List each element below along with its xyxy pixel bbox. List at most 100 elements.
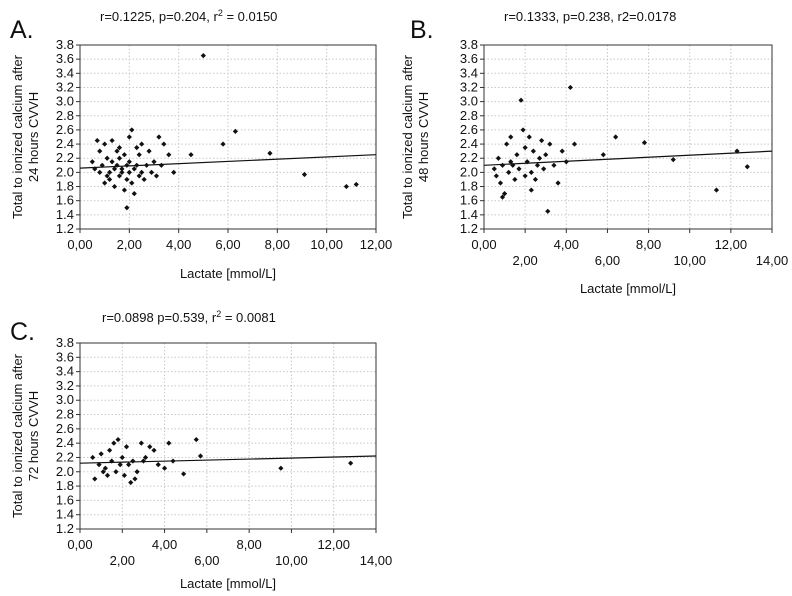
data-point [126, 159, 132, 165]
y-tick-label: 2.8 [460, 108, 478, 123]
x-tick-label: 6,00 [194, 553, 219, 568]
y-tick-label: 1.8 [460, 179, 478, 194]
data-point [126, 169, 132, 175]
y-tick-label: 1.2 [460, 221, 478, 236]
x-tick-label: 4,00 [166, 237, 191, 252]
data-point [734, 148, 740, 154]
data-point [158, 162, 164, 168]
data-point [129, 127, 135, 133]
data-point [497, 180, 504, 186]
y-tick-label: 3.8 [460, 37, 478, 52]
y-tick-label: 3.6 [56, 349, 74, 364]
x-tick-label: 2,00 [110, 553, 135, 568]
data-point [121, 187, 127, 193]
chart-panel-3: 1.21.41.61.82.02.22.42.62.83.03.23.43.63… [10, 309, 392, 591]
x-tick-label: 4,00 [554, 237, 579, 252]
data-point [119, 169, 125, 175]
data-point [161, 141, 167, 147]
data-point [126, 134, 132, 140]
y-tick-label: 3.0 [460, 94, 478, 109]
data-point [114, 148, 120, 154]
y-tick-label: 3.6 [460, 51, 478, 66]
data-point [641, 140, 648, 146]
data-point [508, 159, 514, 165]
x-tick-label: 6,00 [215, 237, 240, 252]
data-point [343, 183, 349, 190]
y-tick-label: 2.0 [460, 164, 478, 179]
data-point [670, 157, 676, 163]
y-tick-label: 1.6 [460, 193, 478, 208]
y-tick-label: 3.4 [56, 364, 74, 379]
data-point [90, 454, 96, 461]
data-point [99, 162, 105, 168]
data-point [104, 173, 110, 179]
data-point [104, 472, 111, 478]
data-point [348, 460, 354, 466]
y-tick-label: 3.4 [460, 65, 478, 80]
plot-frame [79, 342, 377, 530]
x-tick-label: 12,00 [715, 237, 748, 252]
data-point [107, 169, 113, 175]
data-point [522, 173, 528, 179]
data-point [353, 181, 359, 188]
data-point [491, 166, 497, 172]
data-point [89, 159, 95, 165]
stats-annotation: r=0.1225, p=0.204, r2 = 0.0150 [100, 8, 277, 24]
y-axis-label: Total to ionized calcium after24 hours C… [10, 54, 41, 219]
data-point [193, 436, 199, 443]
data-point [96, 462, 102, 468]
data-point [166, 152, 172, 158]
data-point [134, 145, 140, 151]
chart-panel-2: 1.21.41.61.82.02.22.42.62.83.03.23.43.63… [400, 9, 788, 296]
data-point [134, 162, 140, 168]
x-axis-label: Lactate [mmol/L] [180, 266, 276, 281]
y-tick-label: 2.0 [56, 464, 74, 479]
x-tick-label: 2,00 [117, 237, 142, 252]
data-point [220, 141, 226, 147]
data-point [148, 169, 155, 175]
data-point [97, 148, 103, 154]
data-point [200, 53, 206, 59]
data-point [501, 191, 508, 197]
data-point [147, 444, 153, 450]
x-tick-label: 8,00 [236, 537, 261, 552]
data-point [518, 97, 524, 103]
data-point [138, 440, 144, 446]
y-axis-label: Total to ionized calcium after48 hours C… [400, 54, 431, 219]
data-point [166, 440, 172, 446]
y-tick-label: 3.2 [56, 378, 74, 393]
data-point [536, 155, 543, 161]
data-point [102, 141, 108, 147]
data-point [516, 166, 522, 172]
data-point [131, 166, 137, 172]
data-point [117, 462, 123, 468]
data-point [111, 440, 117, 446]
data-point [109, 458, 115, 464]
data-point [131, 191, 137, 197]
y-tick-label: 2.0 [56, 164, 74, 179]
data-point [139, 141, 145, 147]
data-point [144, 162, 150, 168]
data-point [109, 137, 115, 144]
data-point [119, 166, 125, 172]
regression-line [483, 150, 773, 166]
data-point [530, 148, 536, 154]
data-point [526, 134, 532, 140]
y-tick-label: 2.4 [56, 136, 74, 151]
data-point [514, 152, 520, 158]
y-tick-label: 1.6 [56, 193, 74, 208]
x-tick-label: 0,00 [471, 237, 496, 252]
data-point [115, 436, 121, 443]
data-point [111, 183, 118, 190]
plot-frame [483, 44, 773, 230]
y-tick-label: 1.4 [56, 507, 74, 522]
y-tick-label: 1.8 [56, 478, 74, 493]
data-point [114, 162, 120, 168]
data-point [132, 476, 138, 482]
x-tick-label: 14,00 [756, 253, 789, 268]
stats-annotation: r=0.1333, p=0.238, r2=0.0178 [504, 9, 676, 24]
data-point [126, 462, 132, 468]
y-tick-label: 1.2 [56, 221, 74, 236]
data-point [141, 176, 147, 183]
